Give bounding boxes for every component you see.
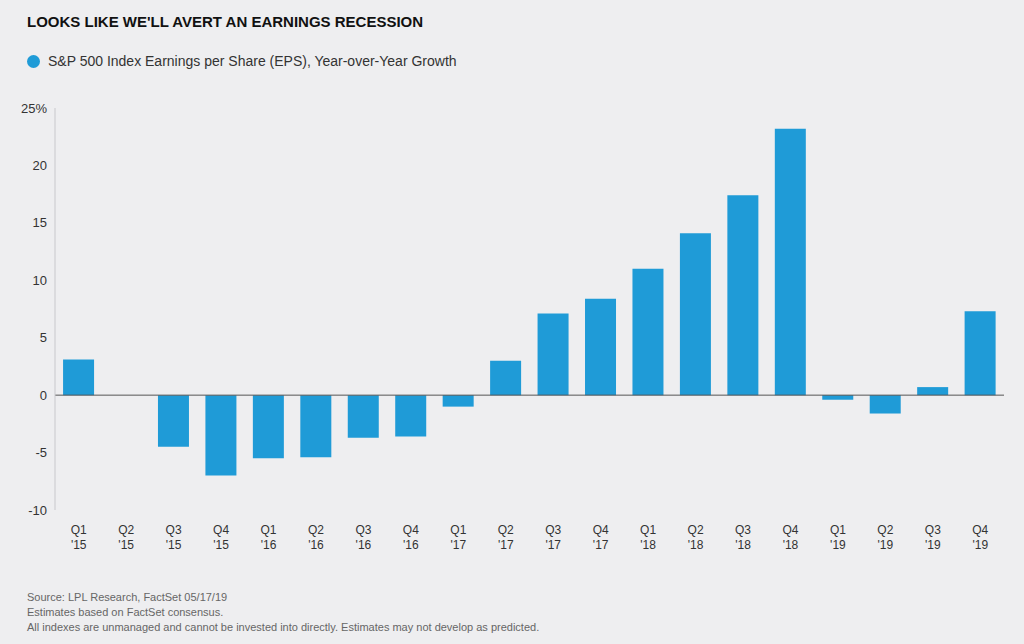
svg-text:Q4'15: Q4'15 [213, 523, 229, 552]
svg-text:Q3'16: Q3'16 [355, 523, 371, 552]
svg-text:Q2'17: Q2'17 [498, 523, 514, 552]
svg-text:Q1'18: Q1'18 [640, 523, 656, 552]
svg-text:Q2'16: Q2'16 [308, 523, 324, 552]
svg-text:10: 10 [33, 273, 47, 288]
svg-text:Q2'15: Q2'15 [118, 523, 134, 552]
svg-text:Q4'19: Q4'19 [972, 523, 988, 552]
svg-text:-10: -10 [28, 503, 47, 518]
svg-text:20: 20 [33, 158, 47, 173]
html-text:All indexes are unmanaged and: All indexes are unmanaged and cannot be … [27, 621, 540, 633]
svg-text:Q3'15: Q3'15 [166, 523, 182, 552]
svg-text:Q1'15: Q1'15 [71, 523, 87, 552]
svg-text:Q4'17: Q4'17 [593, 523, 609, 552]
svg-text:Q4'18: Q4'18 [782, 523, 798, 552]
html-text:Source: LPL Research, FactSet: Source: LPL Research, FactSet 05/17/19 [27, 591, 228, 603]
svg-text:15: 15 [33, 215, 47, 230]
svg-text:25%: 25% [21, 101, 47, 116]
svg-text:Q3'18: Q3'18 [735, 523, 751, 552]
svg-text:Q3'19: Q3'19 [925, 523, 941, 552]
svg-text:0: 0 [40, 388, 47, 403]
svg-text:Q2'18: Q2'18 [688, 523, 704, 552]
svg-text:-5: -5 [35, 445, 47, 460]
svg-text:Q2'19: Q2'19 [877, 523, 893, 552]
svg-text:5: 5 [40, 330, 47, 345]
svg-text:Q1'17: Q1'17 [450, 523, 466, 552]
svg-text:Q3'17: Q3'17 [545, 523, 561, 552]
svg-text:Q1'16: Q1'16 [261, 523, 277, 552]
svg-text:Q4'16: Q4'16 [403, 523, 419, 552]
html-text:Estimates based on FactSet con: Estimates based on FactSet consensus. [27, 606, 224, 618]
html-text:S&P 500 Index Earnings per Sha: S&P 500 Index Earnings per Share (EPS), … [48, 53, 457, 69]
svg-text:Q1'19: Q1'19 [830, 523, 846, 552]
html-text:LOOKS LIKE WE'LL AVERT AN EARN: LOOKS LIKE WE'LL AVERT AN EARNINGS RECES… [27, 13, 424, 30]
